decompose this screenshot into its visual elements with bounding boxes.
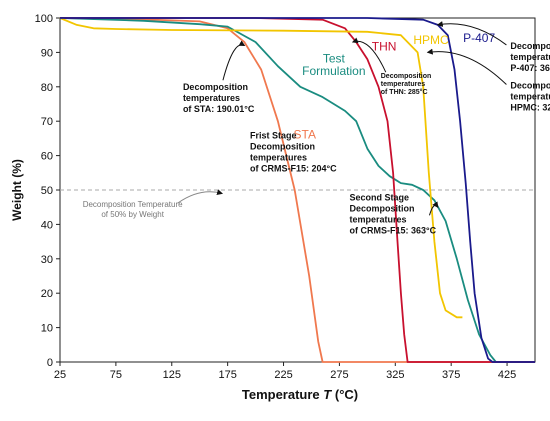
annotation-line: temperatures of [510, 92, 550, 102]
annotation-line: Decomposition [250, 141, 315, 151]
series-label: Formulation [302, 64, 365, 78]
annotation-line: of CRMS-F15: 204°C [250, 163, 337, 173]
y-tick-label: 50 [41, 185, 53, 197]
annotation-line: temperatures [183, 93, 240, 103]
annotation-line: of 50% by Weight [101, 210, 164, 219]
annotation-line: Second Stage [349, 192, 409, 202]
x-tick-label: 425 [498, 369, 516, 381]
y-tick-label: 100 [35, 13, 53, 25]
x-tick-label: 375 [442, 369, 460, 381]
annotation-line: Decomposition [349, 203, 414, 213]
y-tick-label: 80 [41, 82, 53, 94]
annotation-line: Decomposition [381, 73, 432, 80]
series-label: STA [294, 127, 316, 141]
annotation-line: Frist Stage [250, 130, 297, 140]
annotation-line: P-407: 363°C [510, 63, 550, 73]
annotation-line: temperatures of [510, 52, 550, 62]
annotation: Decomposition temperatures of THN: 285°C [381, 73, 432, 96]
x-axis-label-text: Temperature [242, 387, 320, 402]
y-tick-label: 60 [41, 151, 53, 163]
annotation-line: Decomposition [510, 81, 550, 91]
annotation-arrow [222, 40, 246, 81]
series-label: P-407 [463, 31, 495, 45]
x-tick-label: 175 [218, 369, 236, 381]
y-tick-label: 10 [41, 323, 53, 335]
annotation: Decomposition temperatures of STA: 190.01°… [183, 82, 255, 114]
y-tick-label: 20 [41, 288, 53, 300]
annotation: Second Stage Decomposition temperatures of … [349, 192, 436, 235]
annotation-line: temperatures [250, 152, 307, 162]
x-tick-label: 225 [274, 369, 292, 381]
y-tick-label: 70 [41, 116, 53, 128]
annotation: Decomposition Temperature of 50% by Weigh… [83, 200, 183, 219]
annotation-line: of STA: 190.01°C [183, 104, 255, 114]
annotation-arrow [177, 189, 224, 204]
x-axis-label-variable: T [323, 387, 332, 402]
annotation-arrow [436, 21, 507, 46]
series-label: THN [372, 40, 397, 54]
x-tick-label: 75 [110, 369, 122, 381]
annotation-line: of CRMS-F15: 363°C [349, 225, 436, 235]
annotation-line: Decomposition Temperature [83, 200, 183, 209]
x-tick-label: 125 [163, 369, 181, 381]
y-tick-label: 0 [47, 357, 53, 369]
annotation-arrow [351, 37, 387, 73]
annotation-arrow [426, 48, 507, 85]
series-line-thn [60, 17, 535, 363]
y-tick-label: 30 [41, 254, 53, 266]
series-line-test-formulation [59, 17, 535, 363]
series-label: HPMC [413, 33, 449, 47]
series-label: Test [323, 52, 346, 66]
x-axis-label-unit: (°C) [335, 387, 358, 402]
annotation: Frist Stage Decomposition temperatures of C… [250, 130, 337, 173]
series-line-hpmc [59, 17, 463, 319]
annotation-arrow [428, 201, 439, 216]
y-axis-label: Weight (%) [10, 159, 24, 221]
y-tick-label: 40 [41, 219, 53, 231]
annotation-line: of THN: 285°C [381, 88, 428, 96]
series-line-p-407 [60, 17, 535, 363]
y-tick-label: 90 [41, 47, 53, 59]
x-tick-label: 25 [54, 369, 66, 381]
annotation-line: temperatures [381, 81, 425, 88]
x-axis-label: Temperature T (°C) [242, 387, 358, 402]
x-tick-label: 325 [386, 369, 404, 381]
x-tick-label: 275 [330, 369, 348, 381]
series-line-sta [59, 17, 535, 363]
annotation-line: temperatures [349, 214, 406, 224]
annotation-line: Decomposition [183, 82, 248, 92]
annotation-line: Decomposition [510, 41, 550, 51]
annotation-line: HPMC: 325°C [510, 103, 550, 113]
